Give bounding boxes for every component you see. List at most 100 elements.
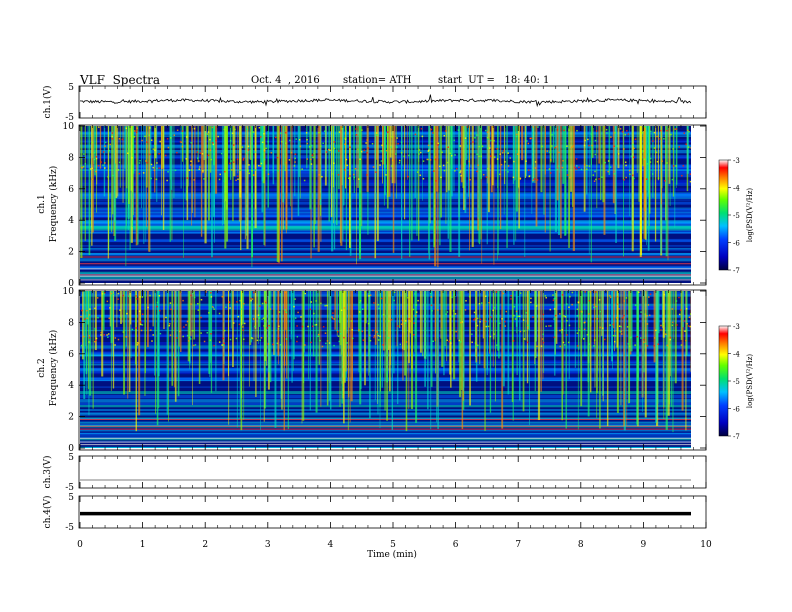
spectrogram-streak bbox=[568, 126, 570, 234]
spectrogram-speckle bbox=[525, 312, 527, 314]
spectrogram-streak bbox=[600, 126, 602, 201]
spectrogram-speckle bbox=[473, 311, 476, 314]
spectrogram-speckle bbox=[404, 322, 407, 324]
spectrogram-streak bbox=[648, 126, 650, 226]
spectrogram-speckle bbox=[318, 174, 320, 176]
spectrogram-speckle bbox=[496, 148, 498, 150]
spectrogram-speckle bbox=[563, 344, 566, 346]
spectrogram-streak bbox=[515, 126, 519, 212]
spectrogram-speckle bbox=[96, 297, 99, 299]
spectrogram-speckle bbox=[624, 161, 627, 163]
spectrogram-speckle bbox=[665, 333, 667, 335]
spectrogram-streak bbox=[668, 291, 671, 405]
spectrogram-speckle bbox=[504, 320, 506, 323]
spectrogram-speckle bbox=[193, 179, 195, 181]
spectrogram-speckle bbox=[128, 295, 130, 297]
spectrogram-speckle bbox=[532, 126, 534, 128]
spectrogram-streak bbox=[349, 126, 351, 248]
spectrogram-streak bbox=[612, 291, 613, 370]
spectrogram-speckle bbox=[229, 338, 232, 341]
spectrogram-speckle bbox=[605, 128, 608, 131]
spectrogram-speckle bbox=[613, 145, 616, 147]
spectrogram-speckle bbox=[232, 322, 235, 324]
spectrogram-speckle bbox=[260, 162, 263, 165]
spectrogram-streak bbox=[433, 126, 435, 248]
spectrogram-streak bbox=[191, 126, 193, 226]
spectrogram-speckle bbox=[568, 324, 571, 327]
spectrogram-speckle bbox=[594, 170, 596, 173]
spectrogram-band bbox=[80, 201, 691, 205]
spectrogram-streak bbox=[139, 291, 142, 326]
spectrogram-speckle bbox=[542, 341, 545, 344]
spectrogram-speckle bbox=[407, 175, 409, 178]
spectrogram-speckle bbox=[569, 176, 571, 179]
spectrogram-streak bbox=[613, 291, 615, 329]
spectrogram-streak bbox=[504, 126, 506, 185]
spectrogram-speckle bbox=[516, 133, 518, 136]
spectrogram-streak bbox=[574, 291, 576, 368]
spectrogram-speckle bbox=[146, 141, 148, 143]
spectrogram-speckle bbox=[223, 329, 226, 332]
spectrogram-speckle bbox=[664, 180, 666, 182]
spectrogram-streak bbox=[408, 291, 410, 364]
spectrogram-speckle bbox=[267, 140, 269, 143]
spectrogram-speckle bbox=[441, 151, 443, 154]
spectrogram-streak bbox=[549, 126, 552, 163]
spectrogram-speckle bbox=[427, 144, 430, 147]
spectrogram-speckle bbox=[454, 170, 456, 172]
spectrogram-speckle bbox=[484, 295, 487, 297]
spectrogram-speckle bbox=[644, 342, 647, 345]
spectrogram-speckle bbox=[207, 131, 210, 133]
spectrogram-speckle bbox=[264, 158, 266, 161]
spectrogram-speckle bbox=[267, 343, 270, 345]
spectrogram-speckle bbox=[613, 330, 616, 332]
spectrogram-speckle bbox=[107, 176, 109, 178]
spectrogram-speckle bbox=[618, 325, 621, 327]
spectrogram-speckle bbox=[261, 302, 264, 305]
spectrogram-speckle bbox=[404, 320, 407, 322]
spectrogram-streak bbox=[203, 126, 206, 161]
spectrogram-speckle bbox=[504, 325, 507, 327]
ch1-colorbar-ticks: -3-4-5-6-7 bbox=[728, 157, 740, 275]
spectrogram-streak bbox=[156, 126, 158, 202]
spectrogram-speckle bbox=[408, 154, 410, 157]
spectrogram-speckle bbox=[619, 128, 622, 130]
spectrogram-speckle bbox=[365, 142, 367, 144]
spectrogram-speckle bbox=[197, 309, 200, 311]
spectrogram-speckle bbox=[492, 309, 494, 312]
spectrogram-streak bbox=[145, 126, 147, 242]
spectrogram-speckle bbox=[571, 291, 574, 294]
spectrogram-speckle bbox=[232, 144, 235, 146]
spectrogram-speckle bbox=[666, 162, 668, 164]
spectrogram-streak bbox=[315, 291, 318, 413]
station-label: station= ATH bbox=[343, 75, 412, 86]
spectrogram-speckle bbox=[377, 339, 380, 341]
spectrogram-speckle bbox=[185, 158, 187, 160]
chart-title: VLF Spectra bbox=[80, 73, 161, 87]
spectrogram-streak bbox=[186, 126, 189, 221]
spectrogram-streak bbox=[187, 291, 190, 362]
spectrogram-line bbox=[80, 425, 691, 427]
spectrogram-streak bbox=[614, 126, 616, 214]
spectrogram-speckle bbox=[251, 169, 253, 172]
spectrogram-speckle bbox=[144, 135, 146, 138]
spectrogram-streak bbox=[674, 126, 676, 228]
spectrogram-streak bbox=[458, 291, 460, 363]
spectrogram-speckle bbox=[106, 300, 109, 303]
spectrogram-streak bbox=[304, 291, 305, 353]
spectrogram-streak bbox=[647, 126, 650, 197]
spectrogram-speckle bbox=[628, 169, 631, 172]
spectrogram-speckle bbox=[261, 318, 263, 321]
spectrogram-streak bbox=[490, 126, 493, 193]
spectrogram-streak bbox=[208, 291, 211, 374]
spectrogram-speckle bbox=[471, 341, 473, 344]
spectrogram-streak bbox=[241, 126, 242, 221]
spectrogram-speckle bbox=[264, 300, 266, 303]
spectrogram-streak bbox=[444, 291, 446, 346]
spectrogram-streak bbox=[83, 291, 86, 399]
spectrogram-speckle bbox=[363, 149, 366, 152]
ch4-waveform-panel: 5 -5 ch.4(V) bbox=[42, 493, 707, 533]
spectrogram-streak bbox=[581, 291, 583, 340]
freq-tick-label: 10 bbox=[63, 122, 75, 132]
spectrogram-streak bbox=[484, 291, 486, 431]
